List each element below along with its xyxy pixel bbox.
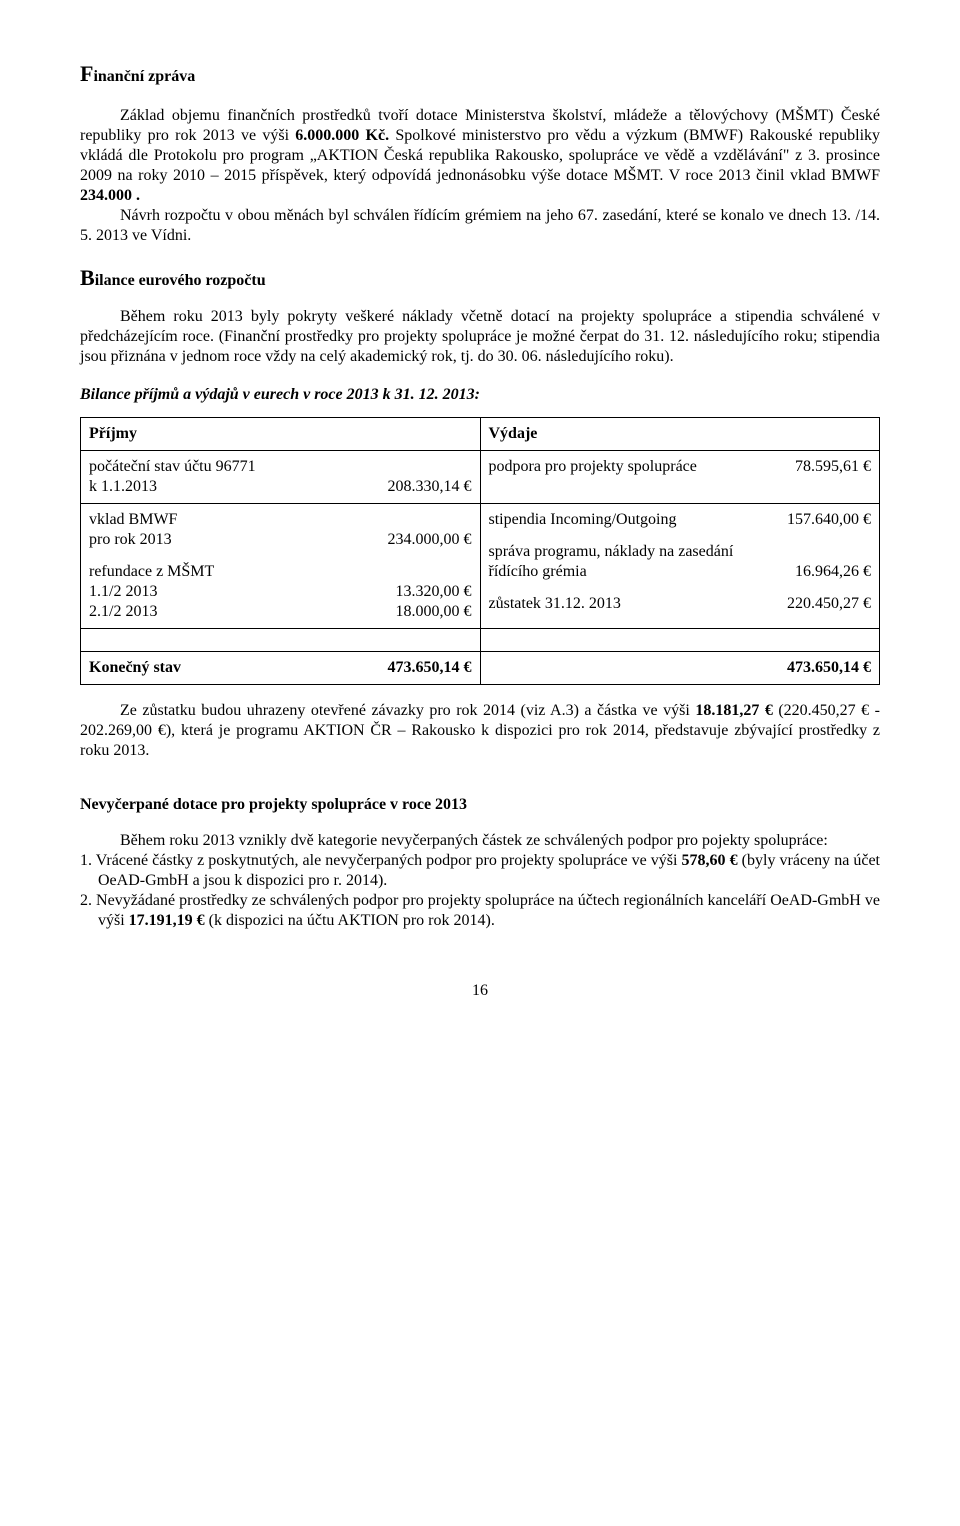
para3-amount: 18.181,27 €: [695, 702, 773, 719]
para1-amount-czk: 6.000.000 Kč.: [295, 127, 389, 144]
li2-amount: 17.191,19 €: [129, 912, 205, 929]
income-refund2-label: 2.1/2 2013: [89, 602, 388, 622]
income-cell-2: vklad BMWF pro rok 2013 234.000,00 € ref…: [81, 504, 481, 629]
paragraph-3: Ze zůstatku budou uhrazeny otevřené záva…: [80, 701, 880, 761]
expense-admin-label2: řídícího grémia: [489, 562, 788, 582]
list-item-2: 2. Nevyžádané prostředky ze schválených …: [80, 891, 880, 931]
para2-text: Během roku 2013 byly pokryty veškeré nák…: [80, 307, 880, 367]
para1-amount-eur: 234.000 .: [80, 187, 140, 204]
paragraph-4: Během roku 2013 vznikly dvě kategorie ne…: [80, 831, 880, 851]
paragraph-1: Základ objemu finančních prostředků tvoř…: [80, 106, 880, 246]
li2-c: (k dispozici na účtu AKTION pro rok 2014…: [205, 912, 495, 929]
final-right: 473.650,14 €: [480, 652, 880, 685]
heading-rest: inanční zpráva: [93, 68, 195, 85]
income-opening-date: k 1.1.2013: [89, 477, 380, 497]
expense-balance-amount: 220.450,27 €: [779, 594, 871, 614]
unused-list: 1. Vrácené částky z poskytnutých, ale ne…: [80, 851, 880, 931]
final-left: Konečný stav 473.650,14 €: [81, 652, 481, 685]
income-bmwf-label2: pro rok 2013: [89, 530, 380, 550]
final-label: Konečný stav: [89, 658, 380, 678]
income-refund2-amount: 18.000,00 €: [388, 602, 472, 622]
th-expenses: Výdaje: [480, 418, 880, 451]
page-number: 16: [80, 981, 880, 1001]
li1-a: 1. Vrácené částky z poskytnutých, ale ne…: [80, 852, 682, 869]
th-income: Příjmy: [81, 418, 481, 451]
expense-balance-label: zůstatek 31.12. 2013: [489, 594, 780, 614]
expense-projects-label: podpora pro projekty spolupráce: [489, 457, 788, 477]
income-bmwf-label1: vklad BMWF: [89, 510, 472, 530]
final-right-amount: 473.650,14 €: [787, 659, 871, 676]
income-refund1-amount: 13.320,00 €: [388, 582, 472, 602]
empty-cell-left: [81, 629, 481, 652]
income-bmwf-amount: 234.000,00 €: [380, 530, 472, 550]
income-opening-amount: 208.330,14 €: [380, 477, 472, 497]
paragraph-2: Během roku 2013 byly pokryty veškeré nák…: [80, 307, 880, 367]
para3-a: Ze zůstatku budou uhrazeny otevřené záva…: [120, 702, 695, 719]
income-refund1-label: 1.1/2 2013: [89, 582, 388, 602]
expense-projects-amount: 78.595,61 €: [787, 457, 871, 477]
table-heading: Bilance příjmů a výdajů v eurech v roce …: [80, 385, 880, 405]
final-left-amount: 473.650,14 €: [380, 658, 472, 678]
income-opening-label: počáteční stav účtu 96771: [89, 457, 472, 477]
income-refund-label: refundace z MŠMT: [89, 562, 472, 582]
expense-admin-amount: 16.964,26 €: [787, 562, 871, 582]
section-unused-title: Nevyčerpané dotace pro projekty spoluprá…: [80, 795, 880, 815]
income-cell-1: počáteční stav účtu 96771 k 1.1.2013 208…: [81, 451, 481, 504]
heading-finance: Finanční zpráva: [80, 60, 880, 88]
li1-amount: 578,60 €: [682, 852, 738, 869]
para1-text-e: Návrh rozpočtu v obou měnách byl schvále…: [80, 206, 880, 246]
heading-balance: Bilance eurového rozpočtu: [80, 264, 880, 292]
expense-stipend-amount: 157.640,00 €: [779, 510, 871, 530]
balance-table: Příjmy Výdaje počáteční stav účtu 96771 …: [80, 417, 880, 685]
expense-admin-label1: správa programu, náklady na zasedání: [489, 542, 872, 562]
empty-cell-right: [480, 629, 880, 652]
heading2-first-letter: B: [80, 265, 95, 290]
heading2-rest: ilance eurového rozpočtu: [95, 272, 266, 289]
expense-cell-1: podpora pro projekty spolupráce 78.595,6…: [480, 451, 880, 504]
list-item-1: 1. Vrácené částky z poskytnutých, ale ne…: [80, 851, 880, 891]
expense-cell-2: stipendia Incoming/Outgoing 157.640,00 €…: [480, 504, 880, 629]
heading-first-letter: F: [80, 61, 93, 86]
expense-stipend-label: stipendia Incoming/Outgoing: [489, 510, 780, 530]
